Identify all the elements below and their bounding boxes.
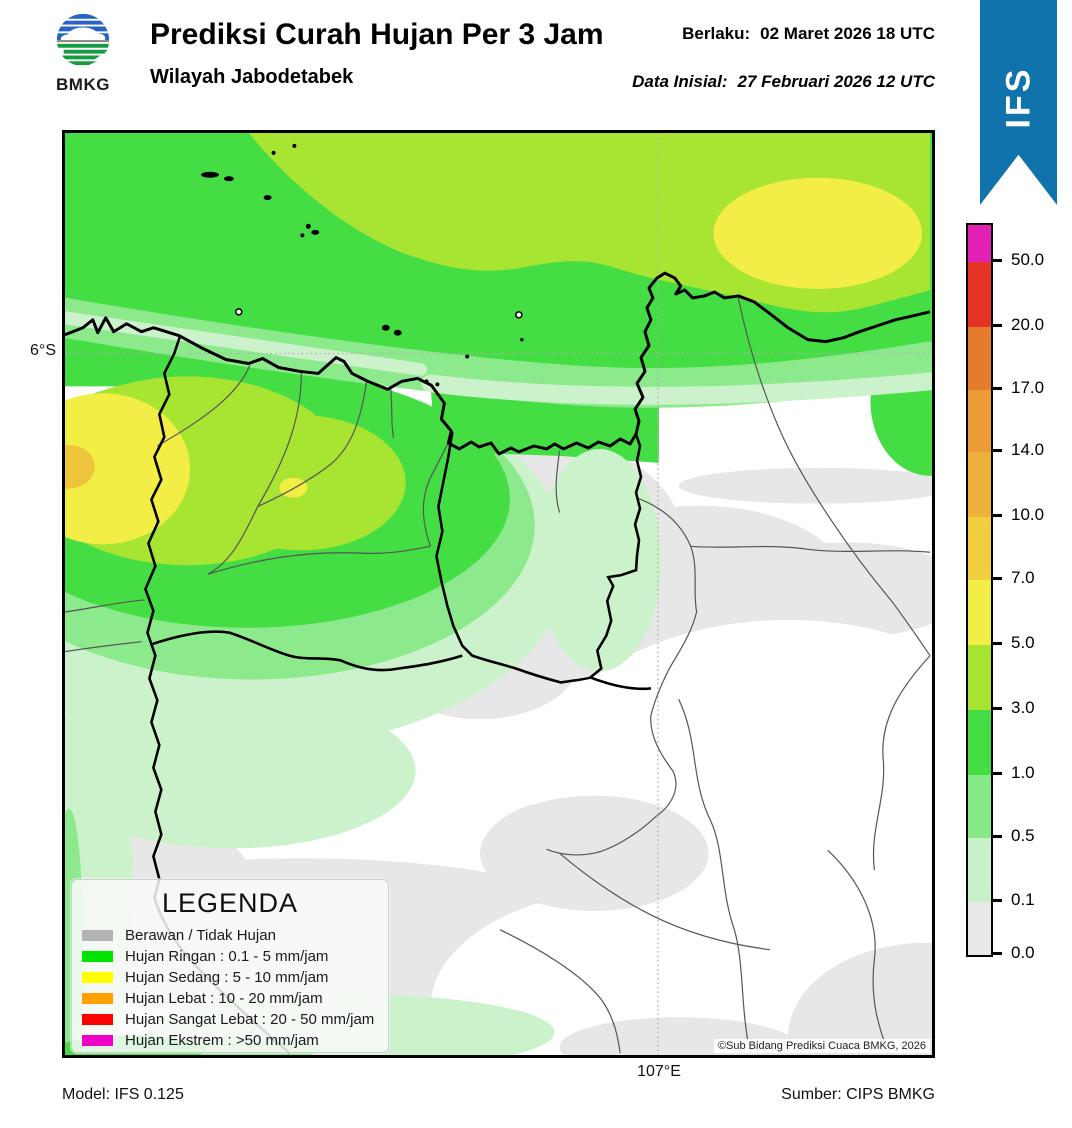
map-legend: LEGENDA Berawan / Tidak Hujan Hujan Ring… <box>71 879 389 1053</box>
colorbar-tick-label: 0.5 <box>1011 826 1035 845</box>
colorbar-tick-mark <box>993 707 1002 710</box>
initial-data-time: Data Inisial: 27 Februari 2026 12 UTC <box>632 72 935 92</box>
colorbar-segment <box>968 262 991 327</box>
legend-item: Hujan Sangat Lebat : 20 - 50 mm/jam <box>82 1009 378 1030</box>
coastline <box>65 271 931 456</box>
model-info: Model: IFS 0.125 <box>62 1086 184 1103</box>
colorbar-tick-mark <box>993 952 1002 955</box>
legend-item-label: Hujan Ringan : 0.1 - 5 mm/jam <box>125 948 329 965</box>
legend-color-swatch <box>82 1035 113 1046</box>
colorbar-tick-label: 50.0 <box>1011 250 1045 269</box>
legend-title: LEGENDA <box>161 888 299 918</box>
model-ribbon-label: IFS <box>999 66 1037 129</box>
colorbar-tick-mark <box>993 259 1002 262</box>
colorbar-tick-mark <box>993 642 1002 645</box>
bmkg-logo: BMKG <box>53 12 113 95</box>
legend-color-swatch <box>82 972 113 983</box>
initial-data-label: Data Inisial: <box>632 72 728 91</box>
colorbar-segment <box>968 452 991 517</box>
colorbar-tick-mark <box>993 449 1002 452</box>
model-ribbon: IFS <box>980 0 1057 205</box>
page-subtitle: Wilayah Jabodetabek <box>150 66 354 88</box>
legend-item: Hujan Lebat : 10 - 20 mm/jam <box>82 988 378 1009</box>
islands <box>201 143 470 387</box>
rainfall-map: LEGENDA Berawan / Tidak Hujan Hujan Ring… <box>62 130 935 1058</box>
legend-item-label: Hujan Lebat : 10 - 20 mm/jam <box>125 990 323 1007</box>
colorbar-tick-label: 7.0 <box>1011 568 1035 587</box>
colorbar-tick-mark <box>993 835 1002 838</box>
valid-time: Berlaku: 02 Maret 2026 18 UTC <box>682 24 935 44</box>
colorbar-tick-label: 0.1 <box>1011 890 1035 909</box>
legend-item: Berawan / Tidak Hujan <box>82 925 378 946</box>
colorbar-segment <box>968 390 991 452</box>
colorbar-tick-label: 14.0 <box>1011 440 1045 459</box>
legend-color-swatch <box>82 1014 113 1025</box>
legend-item: Hujan Ekstrem : >50 mm/jam <box>82 1030 378 1051</box>
colorbar-tick-mark <box>993 899 1002 902</box>
legend-item-label: Hujan Ekstrem : >50 mm/jam <box>125 1032 319 1049</box>
colorbar-segment <box>968 775 991 838</box>
colorbar-tick-mark <box>993 514 1002 517</box>
colorbar-segment <box>968 225 991 262</box>
colorbar-tick-mark <box>993 577 1002 580</box>
colorbar-tick-label: 5.0 <box>1011 633 1035 652</box>
colorbar-tick-label: 10.0 <box>1011 505 1045 524</box>
colorbar-segment <box>968 327 991 390</box>
colorbar-tick-mark <box>993 324 1002 327</box>
latitude-tick-label: 6°S <box>30 342 56 359</box>
colorbar-segment <box>968 710 991 775</box>
graticule-gridlines <box>65 133 931 1055</box>
colorbar-tick-mark <box>993 387 1002 390</box>
colorbar-segment <box>968 902 991 955</box>
colorbar-tick-label: 0.0 <box>1011 943 1035 962</box>
legend-color-swatch <box>82 951 113 962</box>
bmkg-logo-text: BMKG <box>56 75 110 94</box>
page-title: Prediksi Curah Hujan Per 3 Jam <box>150 18 604 51</box>
rainfall-colorbar <box>966 223 993 957</box>
colorbar-tick-mark <box>993 772 1002 775</box>
colorbar-segment <box>968 517 991 580</box>
district-boundaries <box>65 297 931 1054</box>
legend-color-swatch <box>82 993 113 1004</box>
legend-item-label: Hujan Sangat Lebat : 20 - 50 mm/jam <box>125 1011 375 1028</box>
legend-item-label: Berawan / Tidak Hujan <box>125 927 276 944</box>
colorbar-ticks: 50.0 20.0 17.0 14.0 10.0 7.0 5.0 3.0 1.0 0.5 0.1 0.… <box>993 223 1072 962</box>
legend-item: Hujan Sedang : 5 - 10 mm/jam <box>82 967 378 988</box>
legend-color-swatch <box>82 930 113 941</box>
colorbar-segment <box>968 838 991 902</box>
initial-data-value: 27 Februari 2026 12 UTC <box>737 72 935 91</box>
colorbar-tick-label: 3.0 <box>1011 698 1035 717</box>
longitude-tick-label: 107°E <box>637 1063 681 1080</box>
source-info: Sumber: CIPS BMKG <box>781 1086 935 1103</box>
valid-time-value: 02 Maret 2026 18 UTC <box>760 24 935 43</box>
colorbar-segment <box>968 580 991 645</box>
colorbar-tick-label: 20.0 <box>1011 315 1045 334</box>
colorbar-segment <box>968 645 991 710</box>
legend-item: Hujan Ringan : 0.1 - 5 mm/jam <box>82 946 378 967</box>
valid-time-label: Berlaku: <box>682 24 751 43</box>
legend-items: Berawan / Tidak Hujan Hujan Ringan : 0.1… <box>82 925 378 1051</box>
copyright-note: ©Sub Bidang Prediksi Cuaca BMKG, 2026 <box>713 1039 930 1053</box>
bmkg-logo-icon <box>56 13 110 67</box>
colorbar-tick-label: 1.0 <box>1011 763 1035 782</box>
colorbar-tick-label: 17.0 <box>1011 378 1045 397</box>
legend-item-label: Hujan Sedang : 5 - 10 mm/jam <box>125 969 329 986</box>
